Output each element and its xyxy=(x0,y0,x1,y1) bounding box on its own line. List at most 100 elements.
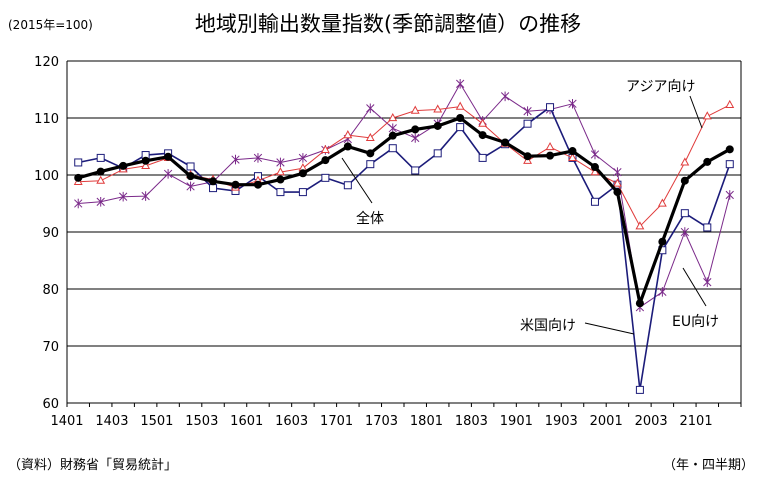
x-tick-label: 1803 xyxy=(455,414,488,429)
point-all xyxy=(501,138,510,147)
x-tick-label: 1501 xyxy=(140,414,173,429)
y-tick-label: 90 xyxy=(42,226,59,241)
series-line-us xyxy=(78,106,731,391)
point-all xyxy=(703,157,712,166)
annotations: アジア向け 全体 米国向け EU向け xyxy=(341,79,719,335)
point-eu xyxy=(658,287,667,297)
point-all xyxy=(298,169,307,178)
series-line-eu xyxy=(78,83,731,308)
eu-label: EU向け xyxy=(672,314,719,330)
series-layer xyxy=(73,79,735,394)
point-asia xyxy=(275,167,285,176)
point-eu xyxy=(96,196,105,207)
point-eu xyxy=(298,153,308,163)
point-eu xyxy=(74,198,83,209)
point-eu xyxy=(703,277,712,287)
point-eu xyxy=(163,169,173,179)
eu-arrow xyxy=(682,267,707,307)
series-all xyxy=(74,114,734,308)
asia-label: アジア向け xyxy=(626,79,695,95)
x-tick-label: 1503 xyxy=(185,414,218,429)
gridlines xyxy=(67,60,741,404)
y-tick-label: 60 xyxy=(42,397,59,412)
point-us xyxy=(523,119,532,128)
point-asia xyxy=(141,160,151,169)
point-all xyxy=(321,156,330,165)
point-all xyxy=(231,180,240,189)
point-us xyxy=(209,184,218,193)
point-us xyxy=(703,223,712,232)
point-eu xyxy=(523,106,532,116)
point-us xyxy=(725,160,734,169)
x-tick-label: 2101 xyxy=(680,414,713,429)
point-asia xyxy=(365,132,375,142)
point-all xyxy=(96,167,105,176)
point-us xyxy=(366,160,375,169)
point-all xyxy=(433,121,442,130)
series-us xyxy=(74,103,734,394)
point-asia xyxy=(410,105,420,114)
point-eu xyxy=(231,154,240,165)
point-eu xyxy=(119,191,128,202)
point-all xyxy=(411,125,420,134)
x-tick-label: 1403 xyxy=(95,414,128,429)
point-asia xyxy=(590,167,600,176)
point-all xyxy=(388,131,397,140)
point-asia xyxy=(388,112,398,122)
series-line-all xyxy=(77,116,731,305)
point-us xyxy=(590,197,599,206)
point-all xyxy=(456,114,465,122)
point-eu xyxy=(613,167,622,177)
point-us xyxy=(343,181,352,190)
point-eu xyxy=(186,181,195,192)
series-asia xyxy=(73,99,735,230)
point-all xyxy=(635,299,644,308)
point-all xyxy=(658,237,667,246)
point-eu xyxy=(253,153,263,163)
point-us xyxy=(680,209,689,218)
point-us xyxy=(321,173,330,182)
point-us xyxy=(635,385,644,394)
point-us xyxy=(298,188,307,197)
point-asia xyxy=(568,152,577,161)
period-unit-note: （年・四半期） xyxy=(662,458,754,473)
point-asia xyxy=(478,118,488,127)
point-asia xyxy=(96,175,106,184)
point-all xyxy=(523,152,532,161)
us-label: 米国向け xyxy=(520,318,576,334)
x-tick-label: 1601 xyxy=(230,414,263,429)
point-asia xyxy=(433,104,443,113)
point-all xyxy=(680,176,689,185)
point-all xyxy=(478,131,487,140)
axes: 60 70 80 90 100 110 120 1401 1403 1501 1503 1601 160… xyxy=(34,55,742,429)
point-all xyxy=(209,177,218,186)
source-note: （資料）財務省「貿易統計」 xyxy=(8,458,178,473)
point-all xyxy=(276,175,285,184)
point-eu xyxy=(500,91,510,102)
y-tick-label: 80 xyxy=(42,283,59,298)
point-eu xyxy=(590,149,600,160)
point-eu xyxy=(366,103,375,114)
y-tick-label: 100 xyxy=(34,169,59,184)
point-all xyxy=(186,172,195,181)
point-us xyxy=(411,166,420,175)
point-us xyxy=(456,123,465,132)
point-all xyxy=(546,151,555,160)
x-tick-label: 1801 xyxy=(410,414,443,429)
point-all xyxy=(141,156,150,165)
x-tick-label: 1401 xyxy=(50,414,83,429)
point-eu xyxy=(680,227,689,237)
x-tick-label: 1703 xyxy=(365,414,398,429)
point-eu xyxy=(411,133,420,143)
point-all xyxy=(366,149,375,158)
x-tick-label: 1901 xyxy=(500,414,533,429)
point-all xyxy=(568,147,577,156)
point-all xyxy=(74,173,83,182)
point-us xyxy=(276,188,285,197)
point-us xyxy=(546,103,555,112)
point-eu xyxy=(725,190,734,200)
asia-arrow xyxy=(689,95,703,129)
point-asia xyxy=(635,221,645,230)
